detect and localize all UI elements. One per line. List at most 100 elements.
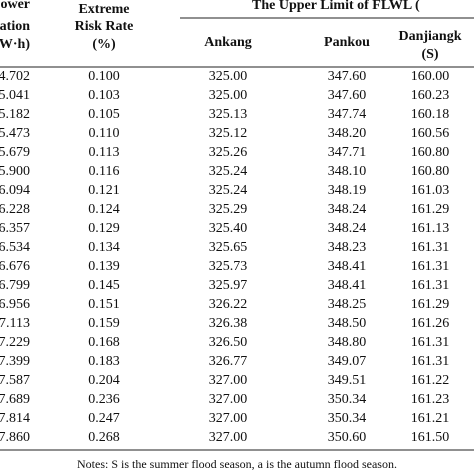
table-note: Notes: S is the summer flood season, a i… xyxy=(77,457,397,471)
table-cell: 6.357 xyxy=(0,221,30,236)
table-cell: 5.182 xyxy=(0,107,30,122)
table-cell: 161.23 xyxy=(411,392,450,407)
table-cell: 6.094 xyxy=(0,183,30,198)
table-cell: 6.534 xyxy=(0,240,30,255)
table-cell: 350.60 xyxy=(328,430,367,445)
header-cell: Risk Rate xyxy=(75,19,134,34)
table-cell: 350.34 xyxy=(328,392,367,407)
table-cell: 0.159 xyxy=(88,316,120,331)
table-cell: 7.814 xyxy=(0,411,30,426)
table-cell: 348.23 xyxy=(328,240,367,255)
subheader-cell: (S) xyxy=(421,47,438,62)
table-cell: 326.50 xyxy=(209,335,248,350)
table-cell: 325.73 xyxy=(209,259,248,274)
table-cell: 7.587 xyxy=(0,373,30,388)
table-cell: 0.116 xyxy=(89,164,120,179)
table-cell: 326.22 xyxy=(209,297,248,312)
table-cell: 325.29 xyxy=(209,202,248,217)
subheader-cell: Pankou xyxy=(324,35,370,50)
table-cell: 0.103 xyxy=(88,88,120,103)
table-cell: 0.151 xyxy=(88,297,120,312)
table-cell: 0.124 xyxy=(88,202,120,217)
table-cell: 0.247 xyxy=(88,411,120,426)
table-cell: 5.900 xyxy=(0,164,30,179)
subheader-cell: Danjiangk xyxy=(398,29,461,44)
table-cell: 325.26 xyxy=(209,145,248,160)
table-cell: 0.105 xyxy=(88,107,120,122)
table-cell: 7.860 xyxy=(0,430,30,445)
group-header: The Upper Limit of FLWL ( xyxy=(252,0,420,13)
table-cell: 325.12 xyxy=(209,126,248,141)
table-cell: 0.113 xyxy=(89,145,120,160)
table-cell: 348.80 xyxy=(328,335,367,350)
table-cell: 326.77 xyxy=(209,354,248,369)
table-cell: 325.00 xyxy=(209,69,248,84)
header-cell: (%) xyxy=(92,37,116,52)
table-cell: 326.38 xyxy=(209,316,248,331)
table-cell: 348.10 xyxy=(328,164,367,179)
table-cell: 325.40 xyxy=(209,221,248,236)
table-cell: 325.97 xyxy=(209,278,248,293)
table-cell: 348.41 xyxy=(328,259,367,274)
subheader-cell: Ankang xyxy=(204,35,251,50)
table-cell: 0.268 xyxy=(88,430,120,445)
table-cell: 6.676 xyxy=(0,259,30,274)
table-cell: 348.20 xyxy=(328,126,367,141)
table-cell: 0.145 xyxy=(88,278,120,293)
table-cell: 327.00 xyxy=(209,392,248,407)
table-cell: 160.80 xyxy=(411,164,450,179)
table-cell: 347.71 xyxy=(328,145,367,160)
table-cell: 0.100 xyxy=(88,69,120,84)
table-cell: 0.168 xyxy=(88,335,120,350)
header-cell: ower xyxy=(0,0,30,12)
table-cell: 0.134 xyxy=(88,240,120,255)
table-cell: 7.399 xyxy=(0,354,30,369)
table-cell: 161.13 xyxy=(411,221,450,236)
table-cell: 5.041 xyxy=(0,88,30,103)
header-cell: Extreme xyxy=(78,2,129,17)
table-cell: 349.07 xyxy=(328,354,367,369)
table-cell: 0.129 xyxy=(88,221,120,236)
table-cell: 327.00 xyxy=(209,411,248,426)
table-cell: 161.26 xyxy=(411,316,450,331)
table-cell: 161.31 xyxy=(411,354,450,369)
header-cell: kW·h) xyxy=(0,37,30,52)
table-cell: 325.24 xyxy=(209,164,248,179)
table-cell: 348.50 xyxy=(328,316,367,331)
table-cell: 348.41 xyxy=(328,278,367,293)
table-cell: 161.21 xyxy=(411,411,450,426)
table-cell: 325.24 xyxy=(209,183,248,198)
table-cell: 0.139 xyxy=(88,259,120,274)
table-cell: 160.80 xyxy=(411,145,450,160)
table-cell: 161.31 xyxy=(411,335,450,350)
table-cell: 161.03 xyxy=(411,183,450,198)
table-cell: 4.702 xyxy=(0,69,30,84)
table-cell: 0.110 xyxy=(89,126,120,141)
table-cell: 161.31 xyxy=(411,259,450,274)
table-cell: 0.204 xyxy=(88,373,120,388)
table-cell: 160.00 xyxy=(411,69,450,84)
table-cell: 325.13 xyxy=(209,107,248,122)
table-cell: 350.34 xyxy=(328,411,367,426)
table-cell: 348.25 xyxy=(328,297,367,312)
table-cell: 6.228 xyxy=(0,202,30,217)
table-cell: 0.236 xyxy=(88,392,120,407)
table-cell: 161.29 xyxy=(411,297,450,312)
table-cell: 347.60 xyxy=(328,69,367,84)
table-cell: 347.74 xyxy=(328,107,367,122)
table-cell: 348.19 xyxy=(328,183,367,198)
table-cell: 5.679 xyxy=(0,145,30,160)
table-cell: 161.31 xyxy=(411,240,450,255)
table-cell: 161.29 xyxy=(411,202,450,217)
table-cell: 0.183 xyxy=(88,354,120,369)
table-cell: 0.121 xyxy=(88,183,120,198)
table-cell: 6.956 xyxy=(0,297,30,312)
table-cell: 327.00 xyxy=(209,373,248,388)
table-cell: 348.24 xyxy=(328,202,367,217)
table-cell: 6.799 xyxy=(0,278,30,293)
table-cell: 327.00 xyxy=(209,430,248,445)
table-cell: 348.24 xyxy=(328,221,367,236)
table-cell: 161.22 xyxy=(411,373,450,388)
